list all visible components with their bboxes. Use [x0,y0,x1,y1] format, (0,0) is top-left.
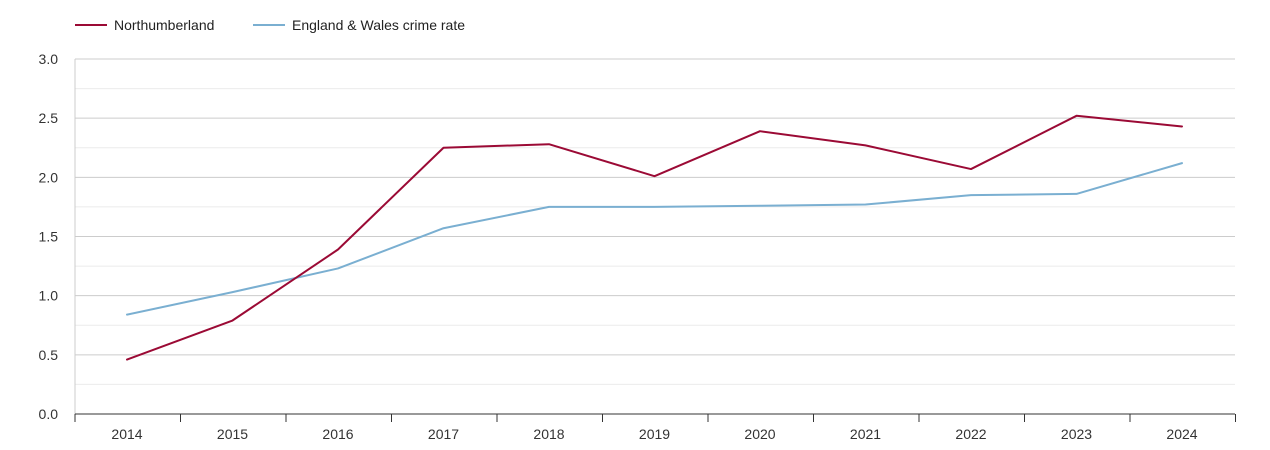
grid-lines [75,58,1235,385]
x-tick-label: 2020 [744,426,775,442]
series-line-england-wales-crime-rate[interactable] [126,162,1183,316]
legend-label-northumberland: Northumberland [114,17,214,33]
chart-legend: Northumberland England & Wales crime rat… [75,17,465,33]
x-tick-label: 2024 [1166,426,1197,442]
y-tick-label: 1.5 [39,229,59,245]
x-tick-label: 2022 [955,426,986,442]
y-tick-label: 0.5 [39,347,59,363]
legend-item-northumberland[interactable]: Northumberland [75,17,214,33]
x-tick-label: 2018 [533,426,564,442]
x-tick-label: 2014 [111,426,142,442]
x-axis: 2014 2015 2016 2017 2018 2019 2020 2021 2022 2023… [74,413,1236,442]
legend-item-england-wales[interactable]: England & Wales crime rate [253,17,465,33]
x-tick-label: 2016 [322,426,353,442]
y-tick-label: 1.0 [39,288,59,304]
series-line-northumberland[interactable] [126,114,1183,361]
x-tick-label: 2017 [428,426,459,442]
x-tick-label: 2015 [217,426,248,442]
y-tick-label: 2.0 [39,169,59,185]
x-tick-label: 2019 [639,426,670,442]
y-tick-label: 3.0 [39,51,59,67]
y-tick-label: 0.0 [39,406,59,422]
y-axis: 0.0 0.5 1.0 1.5 2.0 2.5 3.0 [39,51,76,422]
x-tick-label: 2021 [850,426,881,442]
y-tick-label: 2.5 [39,110,59,126]
series-layer [126,114,1183,361]
x-tick-label: 2023 [1061,426,1092,442]
legend-label-england-wales: England & Wales crime rate [292,17,465,33]
